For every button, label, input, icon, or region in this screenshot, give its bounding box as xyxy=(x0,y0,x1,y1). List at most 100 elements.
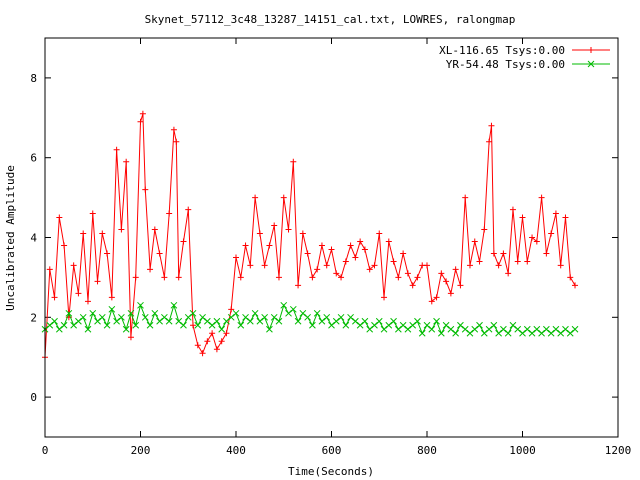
data-point xyxy=(533,238,540,245)
data-point xyxy=(509,321,517,329)
data-point xyxy=(75,290,82,297)
data-point xyxy=(466,262,473,269)
x-tick-label: 0 xyxy=(42,444,49,457)
legend-swatch-marker xyxy=(588,47,594,53)
data-point xyxy=(409,321,417,329)
data-point xyxy=(80,230,87,237)
data-point xyxy=(185,206,192,213)
data-point xyxy=(75,317,82,325)
data-point xyxy=(280,194,287,201)
data-point xyxy=(447,290,454,297)
data-point xyxy=(70,262,77,269)
data-point xyxy=(146,321,154,329)
data-point xyxy=(204,338,211,345)
data-point xyxy=(375,317,383,325)
data-point xyxy=(519,329,526,337)
data-point xyxy=(103,321,111,329)
data-point xyxy=(462,194,469,201)
data-point xyxy=(89,309,97,317)
data-point xyxy=(394,325,402,333)
data-point xyxy=(313,309,321,317)
data-point xyxy=(141,313,149,321)
data-point xyxy=(404,325,412,333)
data-point xyxy=(290,158,297,165)
data-point xyxy=(208,321,216,329)
data-point xyxy=(314,266,321,273)
data-point xyxy=(280,301,288,309)
data-point xyxy=(557,329,565,337)
data-point xyxy=(366,266,373,273)
data-point xyxy=(261,262,268,269)
data-point xyxy=(357,238,364,245)
data-point xyxy=(414,274,421,281)
data-point xyxy=(209,330,216,337)
data-point xyxy=(552,210,559,217)
data-point xyxy=(447,325,455,333)
data-point xyxy=(289,305,297,313)
data-point xyxy=(509,206,516,213)
data-point xyxy=(304,313,311,321)
data-point xyxy=(46,266,53,273)
data-point xyxy=(304,250,311,257)
data-point xyxy=(318,317,326,325)
series-2 xyxy=(41,301,579,337)
data-point xyxy=(98,313,106,321)
data-point xyxy=(227,313,235,321)
data-point xyxy=(342,258,349,265)
data-point xyxy=(333,270,340,277)
data-point xyxy=(395,274,402,281)
data-point xyxy=(118,226,125,233)
data-point xyxy=(466,329,474,337)
y-tick-label: 6 xyxy=(30,152,37,165)
data-point xyxy=(104,250,111,257)
data-point xyxy=(118,313,125,321)
data-point xyxy=(347,313,354,321)
data-point xyxy=(361,246,368,253)
data-point xyxy=(399,321,407,329)
data-point xyxy=(566,329,574,337)
series-1 xyxy=(42,110,579,361)
data-point xyxy=(338,274,345,281)
data-point xyxy=(437,329,445,337)
y-axis-label: Uncalibrated Amplitude xyxy=(4,165,17,311)
data-point xyxy=(390,258,397,265)
legend-label: XL-116.65 Tsys:0.00 xyxy=(439,44,565,57)
data-point xyxy=(567,274,574,281)
data-point xyxy=(514,325,522,333)
data-point xyxy=(366,325,374,333)
data-point xyxy=(127,334,134,341)
data-point xyxy=(471,238,478,245)
y-tick-label: 4 xyxy=(30,232,37,245)
x-axis-label: Time(Seconds) xyxy=(288,465,374,478)
data-point xyxy=(184,313,192,321)
data-point xyxy=(142,186,149,193)
data-point xyxy=(79,313,87,321)
data-point xyxy=(237,321,245,329)
data-point xyxy=(175,274,182,281)
data-point xyxy=(246,317,254,325)
data-point xyxy=(376,230,383,237)
data-point xyxy=(175,317,183,325)
data-point xyxy=(548,230,555,237)
data-point xyxy=(285,309,292,317)
x-tick-label: 1200 xyxy=(605,444,632,457)
data-point xyxy=(139,110,146,117)
data-point xyxy=(424,262,430,269)
data-point xyxy=(156,317,163,325)
data-point xyxy=(55,325,63,333)
data-point xyxy=(180,238,187,245)
data-point xyxy=(261,313,269,321)
data-point xyxy=(233,254,239,261)
data-point xyxy=(170,301,178,309)
data-point xyxy=(495,262,502,269)
data-point xyxy=(514,258,521,265)
data-point xyxy=(137,118,144,125)
data-point xyxy=(486,138,493,145)
data-point xyxy=(166,210,173,217)
data-point xyxy=(223,317,230,325)
data-point xyxy=(495,329,502,337)
data-point xyxy=(418,329,426,337)
data-point xyxy=(237,274,244,281)
data-point xyxy=(56,214,63,221)
data-point xyxy=(151,226,158,233)
